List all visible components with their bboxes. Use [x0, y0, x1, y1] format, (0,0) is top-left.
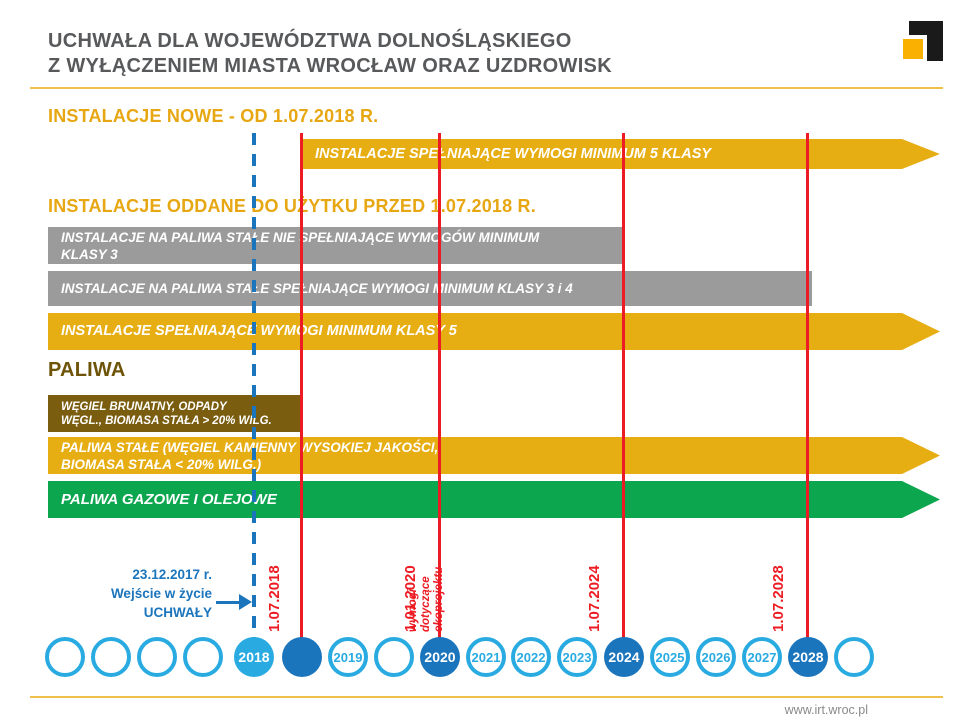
bar-class3-4: INSTALACJE NA PALIWA STAŁE SPEŁNIAJĄCE W… — [48, 271, 812, 306]
irt-logo-icon — [903, 21, 943, 61]
year-circle-mid2018 — [282, 637, 322, 677]
page-title: UCHWAŁA DLA WOJEWÓDZTWA DOLNOŚLĄSKIEGO Z… — [48, 29, 612, 79]
year-circle-empty — [91, 637, 131, 677]
year-circle-empty — [374, 637, 414, 677]
milestone-line-2020 — [438, 133, 441, 641]
bar-label: PALIWA GAZOWE I OLEJOWE — [61, 491, 277, 508]
page-title-line2: Z WYŁĄCZENIEM MIASTA WROCŁAW ORAZ UZDROW… — [48, 55, 612, 77]
annotation-arrow-line — [216, 601, 241, 604]
year-circle-empty — [834, 637, 874, 677]
milestone-label-2024: 1.07.2024 — [586, 565, 603, 632]
year-circle-2020: 2020 — [420, 637, 460, 677]
bar-label: INSTALACJE SPEŁNIAJĄCE WYMOGI MINIMUM KL… — [61, 323, 457, 339]
bar-solid-fuels: PALIWA STAŁE (WĘGIEL KAMIENNY WYSOKIEJ J… — [48, 437, 940, 474]
ecodesign-note: wymogi dotyczące ekoprojektu — [407, 567, 446, 632]
ecodesign-note-line1: wymogi — [407, 589, 419, 632]
milestone-line-2028 — [806, 133, 809, 641]
year-circle-2018: 2018 — [234, 637, 274, 677]
year-circle-2021: 2021 — [466, 637, 506, 677]
bar-label-line1: PALIWA STAŁE (WĘGIEL KAMIENNY WYSOKIEJ J… — [61, 439, 439, 455]
bar-label-line2: KLASY 3 — [61, 246, 118, 262]
header-divider — [30, 87, 943, 89]
year-circle-2023: 2023 — [557, 637, 597, 677]
ecodesign-note-line2: dotyczące — [420, 576, 432, 632]
resolution-date-dashed-line — [252, 133, 256, 638]
resolution-annotation: 23.12.2017 r. Wejście w życie UCHWAŁY — [60, 565, 212, 622]
bar-label-line2: BIOMASA STAŁA < 20% WILG.) — [61, 456, 262, 472]
year-circle-2026: 2026 — [696, 637, 736, 677]
year-circle-2025: 2025 — [650, 637, 690, 677]
bar-label-line1: WĘGIEL BRUNATNY, ODPADY — [61, 400, 227, 413]
ecodesign-note-line3: ekoprojektu — [433, 566, 445, 632]
resolution-annotation-line3: UCHWAŁY — [143, 605, 212, 620]
year-circle-empty — [45, 637, 85, 677]
year-circle-2027: 2027 — [742, 637, 782, 677]
footer-divider — [30, 696, 943, 698]
bar-label: INSTALACJE SPEŁNIAJĄCE WYMOGI MINIMUM 5 … — [315, 145, 712, 162]
bar-label-line2: WĘGL., BIOMASA STAŁA > 20% WILG. — [61, 414, 272, 427]
footer-url: www.irt.wroc.pl — [784, 703, 868, 717]
bar-new-installations-class5: INSTALACJE SPEŁNIAJĄCE WYMOGI MINIMUM 5 … — [302, 139, 940, 169]
resolution-annotation-line1: 23.12.2017 r. — [132, 567, 212, 582]
year-circle-empty — [183, 637, 223, 677]
bar-label-line1: INSTALACJE NA PALIWA STAŁE NIE SPEŁNIAJĄ… — [61, 229, 540, 245]
annotation-arrow-icon — [239, 594, 252, 610]
section-heading-new-installations: INSTALACJE NOWE - OD 1.07.2018 R. — [48, 106, 379, 126]
bar-label: INSTALACJE NA PALIWA STAŁE SPEŁNIAJĄCE W… — [61, 281, 573, 296]
milestone-line-2018 — [300, 133, 303, 641]
year-circle-2024: 2024 — [604, 637, 644, 677]
resolution-annotation-line2: Wejście w życie — [110, 586, 212, 601]
page-title-line1: UCHWAŁA DLA WOJEWÓDZTWA DOLNOŚLĄSKIEGO — [48, 30, 572, 52]
bar-class5: INSTALACJE SPEŁNIAJĄCE WYMOGI MINIMUM KL… — [48, 313, 940, 350]
year-circle-2028: 2028 — [788, 637, 828, 677]
milestone-label-2028: 1.07.2028 — [770, 565, 787, 632]
section-heading-existing-installations: INSTALACJE ODDANE DO UŻYTKU PRZED 1.07.2… — [48, 196, 536, 216]
section-heading-fuels: PALIWA — [48, 359, 126, 381]
bar-lignite-waste: WĘGIEL BRUNATNY, ODPADY WĘGL., BIOMASA S… — [48, 395, 302, 432]
bar-below-class3: INSTALACJE NA PALIWA STAŁE NIE SPEŁNIAJĄ… — [48, 227, 624, 264]
bar-gas-oil-fuels: PALIWA GAZOWE I OLEJOWE — [48, 481, 940, 518]
year-circle-empty — [137, 637, 177, 677]
year-circle-2019: 2019 — [328, 637, 368, 677]
year-circle-2022: 2022 — [511, 637, 551, 677]
milestone-line-2024 — [622, 133, 625, 641]
milestone-label-2018: 1.07.2018 — [266, 565, 283, 632]
